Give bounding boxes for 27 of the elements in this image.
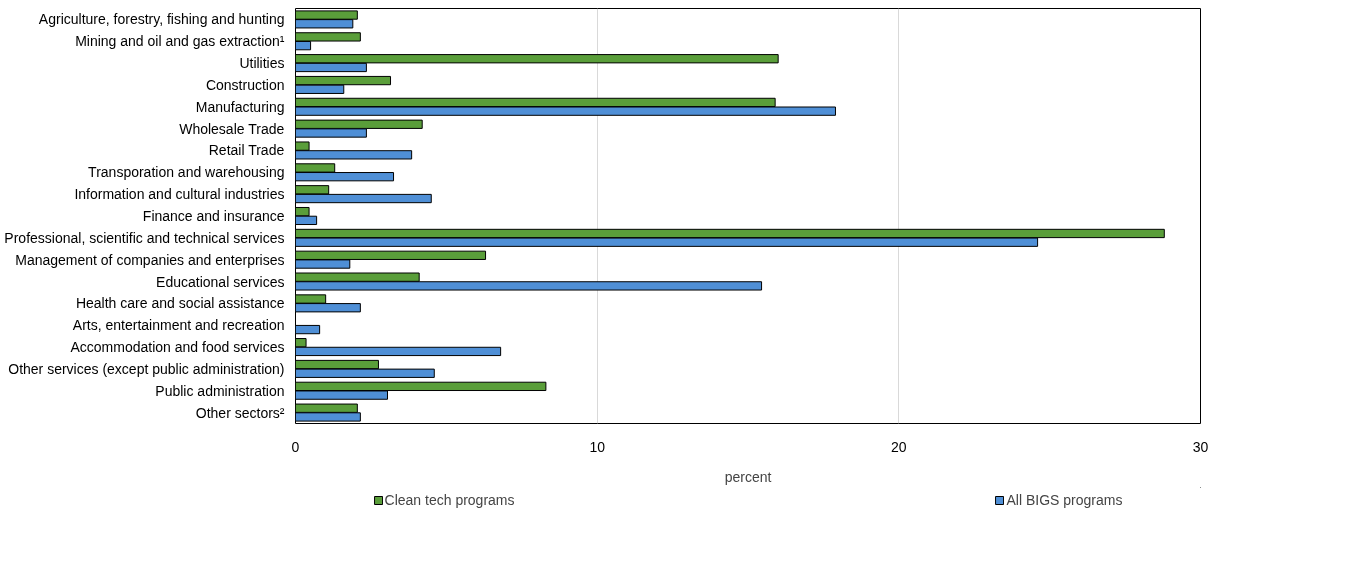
- legend-label: Clean tech programs: [384, 492, 515, 508]
- y-tick-label: Arts, entertainment and recreation: [72, 317, 285, 334]
- bar: [295, 324, 321, 335]
- x-tick-label: 30: [1192, 438, 1209, 455]
- y-tick-label: Public administration: [155, 382, 285, 399]
- y-tick-label: Construction: [205, 76, 285, 93]
- y-tick-label: Agriculture, forestry, fishing and hunting: [38, 11, 285, 28]
- y-tick-label: Other services (except public administration): [8, 360, 285, 377]
- y-tick-label: Utilities: [239, 55, 285, 72]
- y-tick-label: Mining and oil and gas extraction¹: [75, 33, 285, 50]
- y-tick-label: Health care and social assistance: [75, 295, 285, 312]
- y-tick-label: Wholesale Trade: [179, 120, 285, 137]
- x-tick-label: 20: [891, 438, 907, 455]
- x-axis-title: percent: [724, 468, 772, 485]
- y-tick-label: Accommodation and food services: [70, 339, 285, 356]
- legend-label: All BIGS programs: [1006, 492, 1123, 508]
- x-tick-label: 10: [589, 438, 606, 455]
- y-tick-label: Manufacturing: [195, 98, 285, 115]
- y-tick-label: Professional, scientific and technical services: [4, 229, 285, 246]
- y-tick-label: Transporation and warehousing: [88, 164, 285, 181]
- y-tick-label: Educational services: [156, 273, 285, 290]
- x-tick-label: 0: [291, 438, 300, 455]
- y-tick-label: Retail Trade: [208, 142, 285, 159]
- y-tick-label: Finance and insurance: [142, 208, 285, 224]
- y-tick-label: Management of companies and enterprises: [15, 251, 285, 268]
- y-tick-label: Other sectors²: [195, 404, 285, 421]
- y-tick-label: Information and cultural industries: [74, 186, 285, 203]
